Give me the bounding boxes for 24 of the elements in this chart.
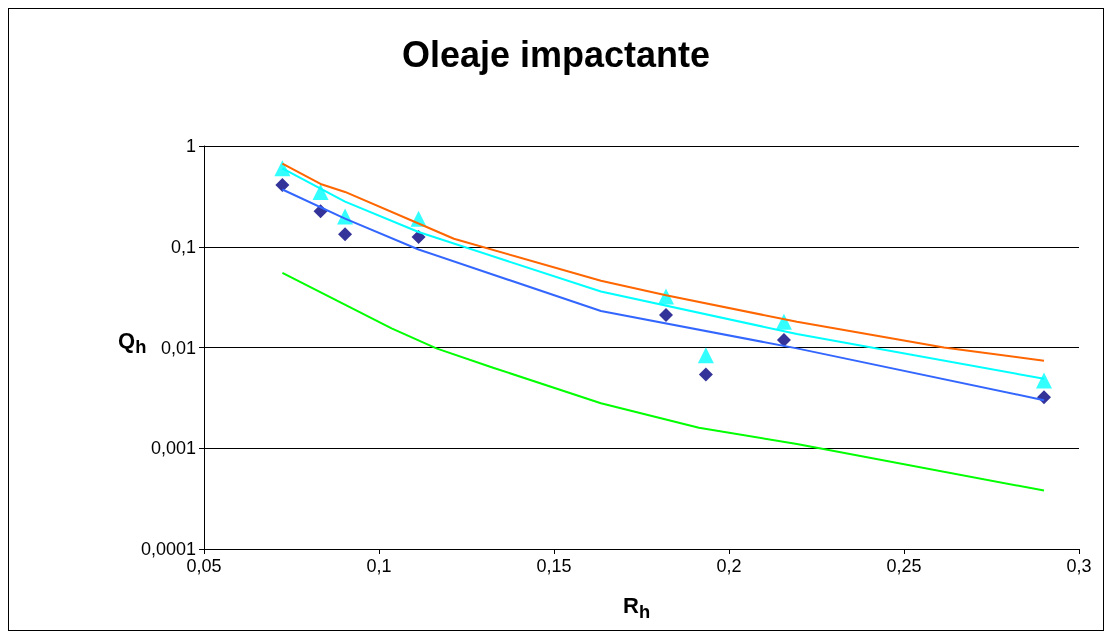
x-tick-label: 0,3 — [1066, 556, 1092, 576]
y-tick-label: 1 — [185, 136, 196, 156]
y-axis-title: Q$_{h}$ — [118, 328, 147, 359]
x-tick-label: 0,15 — [536, 556, 572, 576]
x-tick-label: 0,2 — [716, 556, 742, 576]
x-axis-title: R$_{h}$ — [623, 593, 651, 624]
x-tick-label: 0,1 — [366, 556, 392, 576]
point — [1036, 372, 1052, 389]
point — [776, 332, 791, 347]
y-tick-label: 0,0001 — [140, 539, 196, 559]
y-tick-label: 0,1 — [170, 236, 196, 257]
x-tick-label: 0,25 — [886, 556, 922, 576]
point — [411, 229, 426, 244]
line-series — [281, 271, 1045, 492]
point — [275, 178, 290, 193]
point — [338, 227, 353, 242]
point — [697, 347, 714, 364]
point — [659, 308, 673, 323]
y-tick-label: 0,001 — [150, 438, 196, 459]
x-tick-label: 0,05 — [186, 556, 222, 576]
chart-title: Oleaje impactante — [401, 33, 711, 75]
point — [698, 367, 713, 382]
y-tick-label: 0,01 — [160, 337, 196, 358]
point — [312, 183, 329, 200]
